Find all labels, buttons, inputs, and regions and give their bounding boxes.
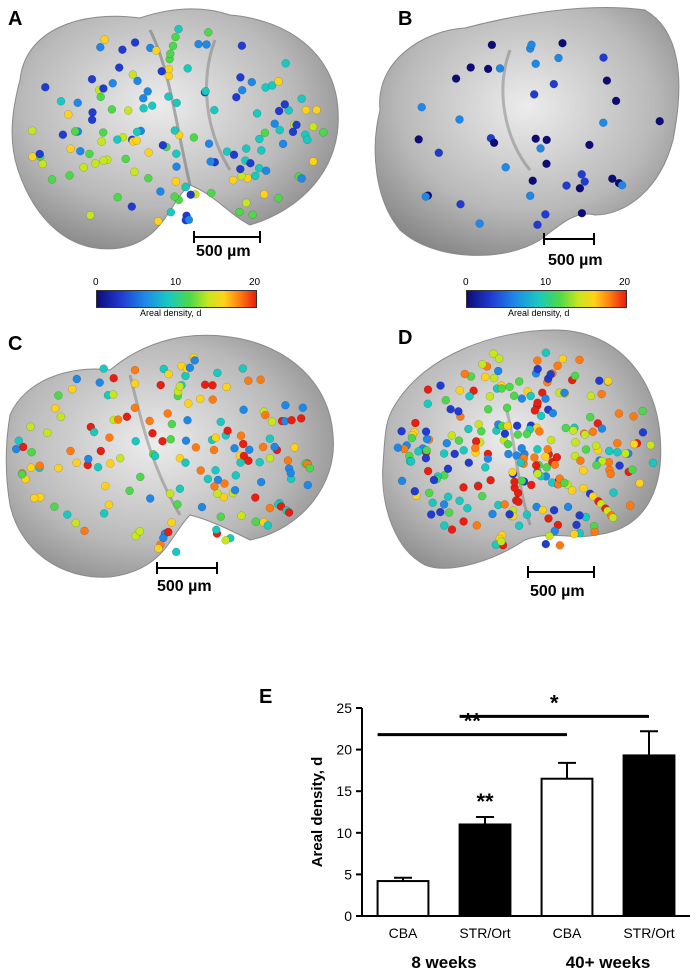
bar	[540, 777, 594, 917]
scale-bar-a	[193, 231, 261, 243]
scale-bar-d	[527, 566, 595, 578]
y-tick-label: 15	[336, 783, 352, 799]
bone-render-c	[5, 334, 334, 578]
scale-label-a: 500 µm	[196, 243, 251, 260]
colorbar-right-min: 0	[463, 277, 469, 288]
bar	[376, 880, 430, 917]
y-tick-label: 20	[336, 742, 352, 758]
y-tick-label: 0	[344, 908, 352, 924]
scale-label-d: 500 µm	[530, 583, 585, 600]
bone-render-d	[382, 329, 662, 569]
scale-bar-c	[156, 562, 218, 574]
group-label: 8 weeks	[411, 953, 476, 972]
scale-bar-b	[543, 233, 595, 245]
panel-letter-a: A	[8, 8, 23, 30]
y-tick-label: 10	[336, 825, 352, 841]
scale-label-b: 500 µm	[548, 252, 603, 269]
category-label: CBA	[553, 925, 582, 941]
colorbar-left-title: Areal density, d	[140, 308, 202, 318]
category-label: STR/Ort	[459, 925, 510, 941]
y-tick-label: 25	[336, 700, 352, 716]
colorbar-right-title: Areal density, d	[508, 308, 570, 318]
bar	[458, 823, 512, 917]
colorbar-left-max: 20	[249, 277, 261, 288]
colorbar-right-max: 20	[619, 277, 631, 288]
bar-chart: 0 5 10 15 20 25 Areal density, d CBA STR/Ort CBA S…	[309, 690, 690, 972]
colorbar-right	[466, 290, 627, 308]
significance-label: *	[550, 690, 559, 715]
colorbar-left	[96, 290, 257, 308]
bone-render-a	[11, 8, 339, 250]
colorbar-right-mid: 10	[540, 277, 552, 288]
panel-letter-d: D	[398, 327, 413, 349]
y-axis-label: Areal density, d	[309, 757, 326, 868]
bone-render-b	[374, 7, 680, 256]
panel-letter-c: C	[8, 333, 23, 355]
panel-letter-e: E	[259, 686, 273, 708]
significance-label: **	[464, 709, 482, 734]
colorbar-left-mid: 10	[170, 277, 182, 288]
category-label: STR/Ort	[623, 925, 674, 941]
significance-label: **	[476, 789, 494, 814]
colorbar-left-min: 0	[93, 277, 99, 288]
bar	[622, 754, 676, 918]
y-tick-label: 5	[344, 866, 352, 882]
category-label: CBA	[389, 925, 418, 941]
scale-label-c: 500 µm	[157, 578, 212, 595]
group-label: 40+ weeks	[566, 953, 651, 972]
panel-letter-b: B	[398, 8, 413, 30]
